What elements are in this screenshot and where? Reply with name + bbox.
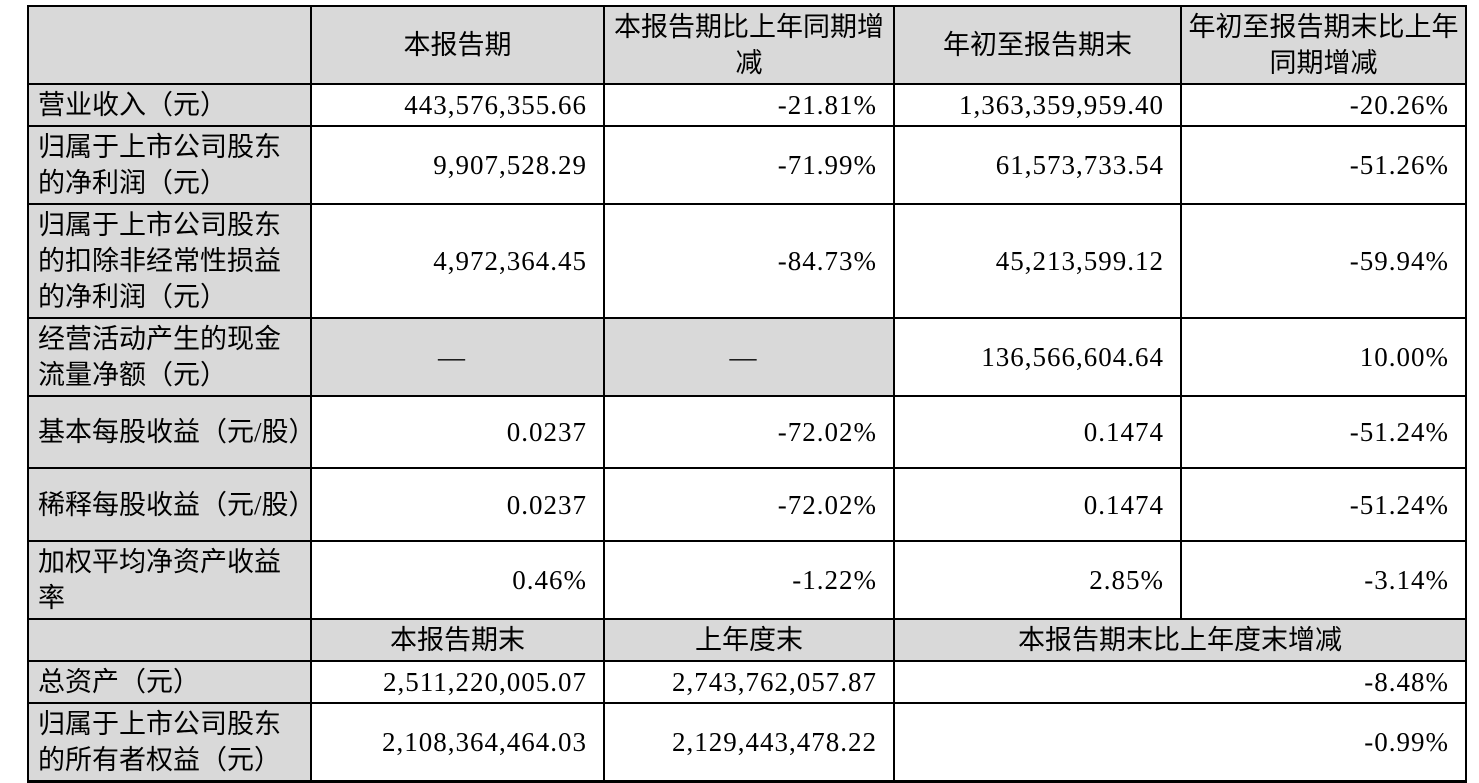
equity-change: -0.99% <box>893 702 1467 783</box>
net-profit-deducted-current-yoy: -84.73% <box>603 203 895 319</box>
header-period-end: 本报告期末 <box>310 618 605 662</box>
total-assets-label: 总资产（元） <box>27 660 312 704</box>
row-operating-revenue: 营业收入（元） 443,576,355.66 -21.81% 1,363,359… <box>27 83 1467 127</box>
header2-corner-cell <box>27 618 312 662</box>
header-period-end-change: 本报告期末比上年度末增减 <box>893 618 1467 662</box>
net-profit-ytd-yoy: -51.26% <box>1180 125 1467 205</box>
header-corner-cell <box>27 5 312 85</box>
net-profit-ytd: 61,573,733.54 <box>893 125 1182 205</box>
row-equity: 归属于上市公司股东的所有者权益（元） 2,108,364,464.03 2,12… <box>27 702 1467 783</box>
basic-eps-ytd: 0.1474 <box>893 395 1182 469</box>
net-profit-current: 9,907,528.29 <box>310 125 605 205</box>
operating-revenue-label: 营业收入（元） <box>27 83 312 127</box>
row-operating-cash-flow: 经营活动产生的现金流量净额（元） — — 136,566,604.64 10.0… <box>27 317 1467 397</box>
operating-cash-flow-current: — <box>310 317 605 397</box>
net-profit-current-yoy: -71.99% <box>603 125 895 205</box>
net-profit-deducted-label: 归属于上市公司股东的扣除非经常性损益的净利润（元） <box>27 203 312 319</box>
operating-revenue-ytd-yoy: -20.26% <box>1180 83 1467 127</box>
diluted-eps-current-yoy: -72.02% <box>603 467 895 542</box>
basic-eps-current-yoy: -72.02% <box>603 395 895 469</box>
operating-cash-flow-label: 经营活动产生的现金流量净额（元） <box>27 317 312 397</box>
basic-eps-label: 基本每股收益（元/股） <box>27 395 312 469</box>
header-row-period-end: 本报告期末 上年度末 本报告期末比上年度末增减 <box>27 618 1467 662</box>
total-assets-prior-year-end: 2,743,762,057.87 <box>603 660 895 704</box>
operating-revenue-ytd: 1,363,359,959.40 <box>893 83 1182 127</box>
operating-revenue-current-yoy: -21.81% <box>603 83 895 127</box>
row-total-assets: 总资产（元） 2,511,220,005.07 2,743,762,057.87… <box>27 660 1467 704</box>
diluted-eps-ytd-yoy: -51.24% <box>1180 467 1467 542</box>
header-ytd: 年初至报告期末 <box>893 5 1182 85</box>
total-assets-change: -8.48% <box>893 660 1467 704</box>
row-net-profit-deducted: 归属于上市公司股东的扣除非经常性损益的净利润（元） 4,972,364.45 -… <box>27 203 1467 319</box>
basic-eps-current: 0.0237 <box>310 395 605 469</box>
header-current-period: 本报告期 <box>310 5 605 85</box>
row-net-profit: 归属于上市公司股东的净利润（元） 9,907,528.29 -71.99% 61… <box>27 125 1467 205</box>
weighted-avg-roe-label: 加权平均净资产收益率 <box>27 540 312 620</box>
basic-eps-ytd-yoy: -51.24% <box>1180 395 1467 469</box>
row-weighted-avg-roe: 加权平均净资产收益率 0.46% -1.22% 2.85% -3.14% <box>27 540 1467 620</box>
operating-revenue-current: 443,576,355.66 <box>310 83 605 127</box>
total-assets-period-end: 2,511,220,005.07 <box>310 660 605 704</box>
header-ytd-yoy: 年初至报告期末比上年同期增减 <box>1180 5 1467 85</box>
diluted-eps-current: 0.0237 <box>310 467 605 542</box>
header-prior-year-end: 上年度末 <box>603 618 895 662</box>
net-profit-deducted-current: 4,972,364.45 <box>310 203 605 319</box>
equity-prior-year-end: 2,129,443,478.22 <box>603 702 895 783</box>
header-row-periods: 本报告期 本报告期比上年同期增减 年初至报告期末 年初至报告期末比上年同期增减 <box>27 5 1467 85</box>
row-diluted-eps: 稀释每股收益（元/股） 0.0237 -72.02% 0.1474 -51.24… <box>27 467 1467 542</box>
header-current-period-yoy: 本报告期比上年同期增减 <box>603 5 895 85</box>
weighted-avg-roe-current: 0.46% <box>310 540 605 620</box>
row-basic-eps: 基本每股收益（元/股） 0.0237 -72.02% 0.1474 -51.24… <box>27 395 1467 469</box>
weighted-avg-roe-ytd-yoy: -3.14% <box>1180 540 1467 620</box>
operating-cash-flow-current-yoy: — <box>603 317 895 397</box>
diluted-eps-label: 稀释每股收益（元/股） <box>27 467 312 542</box>
weighted-avg-roe-current-yoy: -1.22% <box>603 540 895 620</box>
weighted-avg-roe-ytd: 2.85% <box>893 540 1182 620</box>
operating-cash-flow-ytd: 136,566,604.64 <box>893 317 1182 397</box>
financial-summary-table: 本报告期 本报告期比上年同期增减 年初至报告期末 年初至报告期末比上年同期增减 … <box>27 5 1467 783</box>
equity-period-end: 2,108,364,464.03 <box>310 702 605 783</box>
operating-cash-flow-ytd-yoy: 10.00% <box>1180 317 1467 397</box>
equity-label: 归属于上市公司股东的所有者权益（元） <box>27 702 312 783</box>
net-profit-label: 归属于上市公司股东的净利润（元） <box>27 125 312 205</box>
net-profit-deducted-ytd-yoy: -59.94% <box>1180 203 1467 319</box>
diluted-eps-ytd: 0.1474 <box>893 467 1182 542</box>
net-profit-deducted-ytd: 45,213,599.12 <box>893 203 1182 319</box>
